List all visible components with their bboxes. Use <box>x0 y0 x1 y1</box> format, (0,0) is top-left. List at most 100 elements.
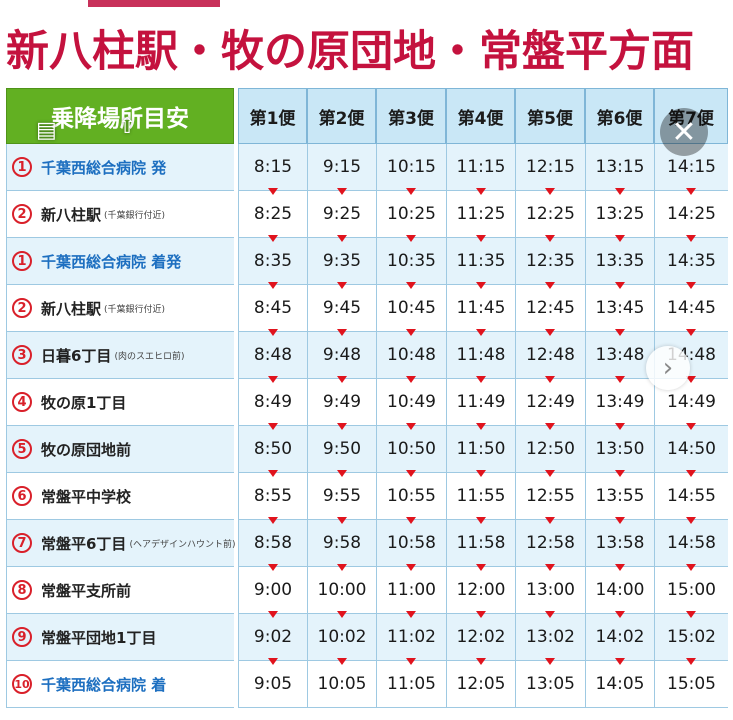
down-arrow-icon <box>614 329 625 336</box>
time-cell: 11:49 <box>446 379 515 426</box>
trip-header: 第5便 <box>515 88 585 144</box>
down-arrow-icon <box>336 564 347 571</box>
time-cell: 13:00 <box>515 567 585 614</box>
stop-name: 新八柱駅 <box>41 299 102 318</box>
table-row: 8 常盤平支所前 9:00 10:00 11:00 12:00 13:00 14:00 15:0… <box>6 567 728 618</box>
time-cell: 13:35 <box>585 238 654 285</box>
down-arrow-icon <box>406 611 416 618</box>
stop-cell: 5 牧の原団地前 <box>6 426 234 473</box>
down-arrow-icon <box>545 564 555 571</box>
stop-number-badge: 2 <box>12 204 32 224</box>
table-row: 1 千葉西総合病院 着発 8:35 9:35 10:35 11:35 12:35 13:35 1… <box>6 238 728 289</box>
time-cell: 11:02 <box>376 614 446 661</box>
time-cell: 10:48 <box>376 332 446 379</box>
time-cell: 8:35 <box>238 238 307 285</box>
stop-cell: 7 常盤平6丁目 (ヘアデザインハウント前) <box>6 520 235 567</box>
down-arrow-icon <box>475 611 486 618</box>
down-arrow-icon <box>267 611 278 618</box>
down-arrow-icon <box>475 470 486 477</box>
stop-name: 千葉西総合病院 発 <box>41 158 167 177</box>
stop-cell: 2 新八柱駅 (千葉銀行付近) <box>6 285 234 332</box>
stop-name: 常盤平6丁目 <box>41 534 127 553</box>
down-arrow-icon <box>614 470 625 477</box>
time-cell: 14:35 <box>654 238 728 285</box>
time-cell: 10:02 <box>307 614 376 661</box>
trip-header: 第6便 <box>585 88 654 144</box>
time-cell: 9:50 <box>307 426 376 473</box>
trip-header: 第1便 <box>238 88 307 144</box>
time-cell: 12:50 <box>515 426 585 473</box>
down-arrow-icon <box>686 376 696 383</box>
down-arrow-icon <box>475 188 486 195</box>
time-cell: 9:48 <box>307 332 376 379</box>
down-arrow-icon <box>545 376 555 383</box>
down-arrow-icon <box>336 235 347 242</box>
time-cell: 9:02 <box>238 614 307 661</box>
time-cell: 11:35 <box>446 238 515 285</box>
page-title: 新八柱駅・牧の原団地・常盤平方面 <box>6 27 694 77</box>
share-icon[interactable]: ⇧ <box>118 114 137 139</box>
down-arrow-icon <box>406 282 416 289</box>
table-row: 2 新八柱駅 (千葉銀行付近) 8:45 9:45 10:45 11:45 12:45 13:4… <box>6 285 728 336</box>
time-cell: 11:25 <box>446 191 515 238</box>
timetable: 乗降場所目安 第1便 第2便 第3便 第4便 第5便 第6便 第7便 1 千葉西総合病院 発 8:… <box>6 88 728 712</box>
time-cell: 13:45 <box>585 285 654 332</box>
table-row: 9 常盤平団地1丁目 9:02 10:02 11:02 12:02 13:02 14:02 15… <box>6 614 728 665</box>
trip-header: 第3便 <box>376 88 446 144</box>
down-arrow-icon <box>475 564 486 571</box>
time-cell: 9:55 <box>307 473 376 520</box>
stop-name: 千葉西総合病院 着 <box>41 675 167 694</box>
stop-cell: 4 牧の原1丁目 <box>6 379 234 426</box>
stop-note: (千葉銀行付近) <box>104 304 166 315</box>
time-cell: 14:05 <box>585 661 654 708</box>
top-bar <box>0 0 733 8</box>
time-cell: 14:00 <box>585 567 654 614</box>
stop-name: 日暮6丁目 <box>41 346 112 365</box>
down-arrow-icon <box>475 329 486 336</box>
time-cell: 13:15 <box>585 144 654 191</box>
down-arrow-icon <box>336 282 347 289</box>
time-cell: 13:50 <box>585 426 654 473</box>
time-cell: 8:49 <box>238 379 307 426</box>
time-cell: 8:55 <box>238 473 307 520</box>
time-cell: 9:00 <box>238 567 307 614</box>
stop-name: 常盤平中学校 <box>41 487 132 506</box>
down-arrow-icon <box>336 470 347 477</box>
stop-cell: 3 日暮6丁目 (肉のスエヒロ前) <box>6 332 234 379</box>
down-arrow-icon <box>267 564 278 571</box>
close-button[interactable]: ✕ <box>660 108 708 156</box>
time-cell: 11:58 <box>446 520 515 567</box>
time-cell: 13:48 <box>585 332 654 379</box>
down-arrow-icon <box>545 188 555 195</box>
stop-number-badge: 5 <box>12 439 32 459</box>
time-cell: 12:25 <box>515 191 585 238</box>
down-arrow-icon <box>614 658 625 665</box>
stop-number-badge: 1 <box>12 251 32 271</box>
time-cell: 10:55 <box>376 473 446 520</box>
stop-name: 常盤平団地1丁目 <box>41 628 157 647</box>
time-cell: 10:25 <box>376 191 446 238</box>
stop-cell: 6 常盤平中学校 <box>6 473 234 520</box>
down-arrow-icon <box>336 423 347 430</box>
down-arrow-icon <box>614 235 625 242</box>
time-cell: 12:55 <box>515 473 585 520</box>
down-arrow-icon <box>614 282 625 289</box>
down-arrow-icon <box>406 658 416 665</box>
time-cell: 15:02 <box>654 614 728 661</box>
time-cell: 9:35 <box>307 238 376 285</box>
next-button[interactable]: › <box>646 346 690 390</box>
down-arrow-icon <box>545 611 555 618</box>
down-arrow-icon <box>267 470 278 477</box>
down-arrow-icon <box>406 564 416 571</box>
down-arrow-icon <box>475 235 486 242</box>
down-arrow-icon <box>614 376 625 383</box>
trip-header: 第7便 <box>654 88 728 144</box>
down-arrow-icon <box>686 658 696 665</box>
trip-header: 第4便 <box>446 88 515 144</box>
time-cell: 15:05 <box>654 661 728 708</box>
down-arrow-icon <box>686 611 696 618</box>
down-arrow-icon <box>267 517 278 524</box>
down-arrow-icon <box>475 423 486 430</box>
down-arrow-icon <box>475 517 486 524</box>
image-icon[interactable]: ▤ <box>36 118 57 143</box>
